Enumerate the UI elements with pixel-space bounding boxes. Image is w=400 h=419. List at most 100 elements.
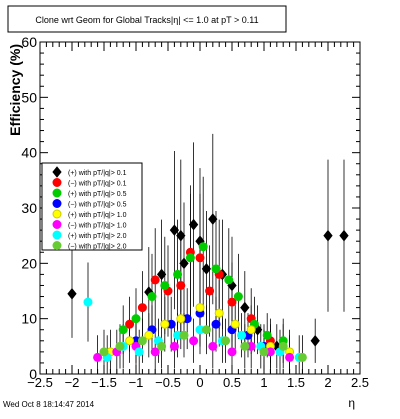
data-point [147,292,157,302]
data-point [201,325,211,335]
data-point [227,297,237,307]
legend-marker [52,199,62,208]
legend-marker [52,178,62,187]
data-point [323,229,333,242]
x-tick-label: 2.5 [351,375,369,390]
legend-marker [52,166,62,178]
x-tick-label: 2 [324,375,331,390]
legend-marker [52,188,62,198]
data-markers [67,213,349,362]
data-point [195,253,205,263]
data-point [233,292,243,302]
x-tick-label: 0.5 [223,375,241,390]
data-point [137,336,147,346]
x-tick-label: −2 [65,375,80,390]
x-tick-label: −1.5 [91,375,117,390]
data-point [125,319,135,329]
data-point [224,275,234,285]
data-point [188,218,199,231]
data-point [185,253,195,263]
data-point [221,336,231,346]
y-tick-label: 20 [21,255,37,271]
x-tick-label: 1.5 [287,375,305,390]
data-point [205,286,215,296]
legend-label: (+) with pT/|q|> 0.5 [68,191,127,198]
data-point [259,347,269,357]
timestamp-footer: Wed Oct 8 18:14:47 2014 [3,400,95,409]
data-point [150,347,160,357]
chart-title: Clone wrt Geom for Global Tracks|η| <= 1… [35,15,258,25]
y-axis-label: Efficiency (%) [7,44,23,136]
data-point [169,341,179,351]
data-point [339,229,349,242]
title-box: Clone wrt Geom for Global Tracks|η| <= 1… [7,5,287,33]
data-point [237,330,247,340]
data-point [83,297,93,307]
legend-label: (+) with pT/|q|> 2.0 [68,233,127,240]
data-point [157,341,167,351]
legend-marker [52,241,62,250]
data-point [176,229,186,242]
data-point [211,264,221,274]
data-point [208,213,218,225]
data-point [131,314,141,324]
legend-marker [52,220,62,229]
axis-ticks: 0 10 20 30 40 50 60 −2.5 −2 −1.5 −1 −0.5 0 0.5 1 1.5 2 2.… [21,34,369,390]
legend-label: (−) with pT/|q|> 0.5 [68,202,127,209]
data-point [176,314,186,324]
data-point [246,325,256,335]
data-point [144,330,154,340]
x-tick-label: 0 [196,375,203,390]
title-frame [7,5,287,33]
legend-marker [52,230,62,240]
x-axis-label: η [348,396,355,410]
data-point [169,224,180,236]
data-point [137,303,147,313]
data-point [208,341,218,351]
data-point [189,336,199,346]
data-point [150,275,160,285]
data-point [262,330,272,340]
data-point [99,347,109,357]
x-tick-label: −0.5 [155,375,181,390]
y-tick-label: 0 [29,366,37,382]
legend-label: (−) with pT/|q|> 2.0 [68,244,127,251]
y-tick-label: 60 [21,34,37,50]
data-point [211,319,221,329]
x-tick-label: 1 [260,375,267,390]
legend: (+) with pT/|q|> 0.1 (−) with pT/|q|> 0.1… [41,162,143,251]
data-point [176,280,186,290]
y-tick-label: 40 [21,145,37,161]
legend-label: (−) with pT/|q|> 1.0 [68,223,127,230]
data-point [285,352,295,362]
y-tick-label: 10 [21,311,37,327]
legend-label: (+) with pT/|q|> 1.0 [68,212,127,219]
data-point [214,308,224,318]
data-point [156,268,167,281]
data-point [230,319,240,329]
data-point [240,341,250,351]
data-point [134,347,144,357]
data-point [93,352,103,362]
data-point [173,269,183,279]
data-point [67,287,77,300]
data-point [118,325,128,335]
data-point [195,303,205,313]
data-point [125,336,135,346]
data-point [198,242,208,252]
data-point [179,330,189,340]
legend-marker [52,209,62,219]
legend-label: (+) with pT/|q|> 0.1 [68,170,127,177]
x-tick-label: −1 [129,375,144,390]
data-point [160,280,170,290]
data-point [240,301,250,314]
data-point [201,263,212,275]
y-tick-label: 50 [21,89,37,105]
legend-label: (−) with pT/|q|> 0.1 [68,181,127,188]
data-point [310,334,320,347]
data-point [227,347,237,357]
data-point [115,341,125,351]
y-tick-label: 30 [21,200,37,216]
